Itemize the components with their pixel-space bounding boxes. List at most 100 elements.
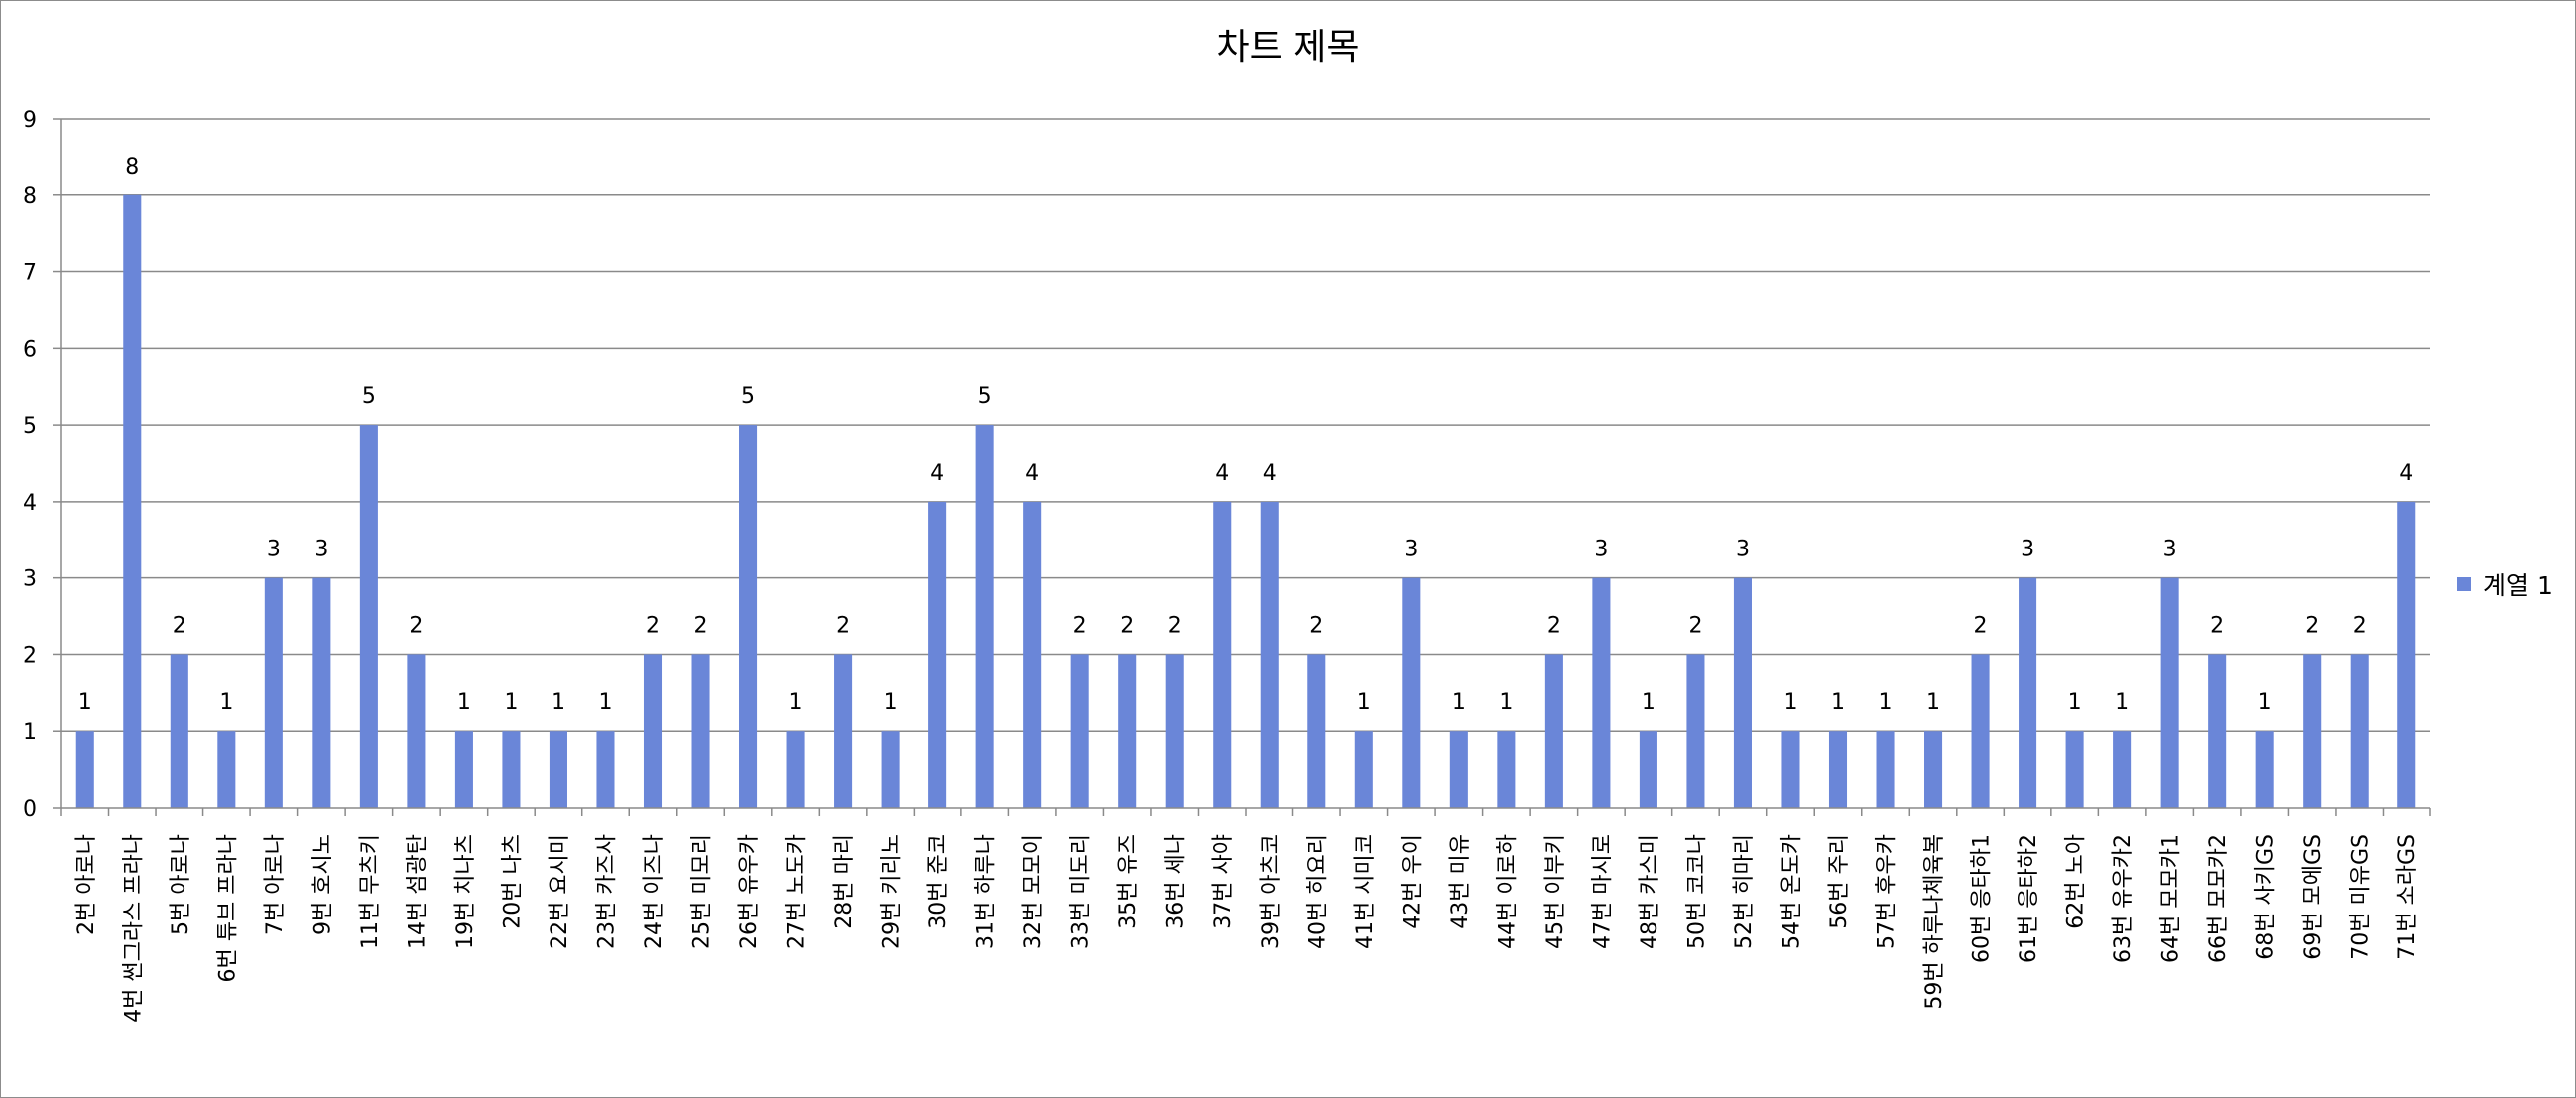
category-label: 7번 아로나 (263, 834, 288, 935)
data-label: 4 (1263, 461, 1277, 486)
category-label: 45번 이부키 (1543, 834, 1568, 949)
bar (596, 731, 615, 808)
data-label: 2 (646, 613, 660, 638)
gridlines (61, 118, 2430, 732)
bar (170, 654, 188, 808)
data-label: 3 (1736, 538, 1750, 562)
category-label: 70번 미유GS (2349, 834, 2374, 960)
data-label: 4 (2399, 461, 2413, 486)
bar (1876, 731, 1895, 808)
data-label: 1 (552, 690, 565, 715)
data-label: 2 (409, 613, 423, 638)
category-label: 44번 이로하 (1495, 834, 1520, 949)
bar (928, 501, 947, 808)
data-label: 1 (884, 690, 898, 715)
category-label: 5번 아로나 (169, 834, 193, 935)
data-label: 5 (741, 384, 755, 409)
y-tick-label: 9 (23, 108, 37, 133)
bar (1260, 501, 1279, 808)
data-label: 2 (1547, 613, 1561, 638)
category-label: 61번 응타하2 (2017, 834, 2041, 963)
category-label: 48번 카스미 (1638, 834, 1662, 949)
category-label: 69번 모에GS (2301, 834, 2326, 960)
chart-title: 차트 제목 (1216, 27, 1360, 68)
data-label: 5 (978, 384, 992, 409)
category-label: 52번 히마리 (1732, 834, 1757, 949)
category-label: 32번 모모이 (1021, 834, 1046, 949)
data-label: 1 (2068, 690, 2082, 715)
data-label: 1 (504, 690, 518, 715)
legend-label: 계열 1 (2483, 571, 2553, 600)
category-label: 56번 주리 (1827, 834, 1852, 929)
data-label: 1 (2115, 690, 2129, 715)
category-label: 25번 미모리 (690, 834, 715, 949)
bar (1971, 654, 1990, 808)
data-label: 1 (1642, 690, 1656, 715)
data-label: 1 (1831, 690, 1845, 715)
bar (2019, 577, 2037, 808)
y-tick-label: 7 (23, 261, 37, 286)
data-label: 8 (125, 155, 139, 180)
bar (786, 731, 805, 808)
data-label: 4 (1215, 461, 1229, 486)
labels: 0 1 2 3 4 5 6 7 8 9 1 2번 아로나 8 4번 썬그라스 프라나 2 5번 아로나 1 6번 … (23, 108, 2420, 1023)
y-tick-label: 4 (23, 491, 37, 516)
category-label: 66번 모모카2 (2206, 834, 2231, 963)
y-tick-label: 2 (23, 643, 37, 668)
bar (2303, 654, 2322, 808)
category-label: 28번 마리 (832, 834, 857, 929)
y-tick-label: 3 (23, 567, 37, 592)
category-label: 64번 모모카1 (2159, 834, 2184, 963)
category-label: 50번 코코나 (1684, 834, 1709, 949)
data-label: 3 (2163, 538, 2177, 562)
bar (1639, 731, 1657, 808)
bar (1449, 731, 1468, 808)
bars (75, 194, 2416, 808)
bar (217, 731, 236, 808)
y-tick-label: 8 (23, 184, 37, 209)
data-label: 3 (314, 538, 328, 562)
bar (1023, 501, 1042, 808)
category-label: 2번 아로나 (74, 834, 99, 935)
category-label: 37번 사야 (1211, 834, 1236, 929)
bar (643, 654, 663, 808)
bar (407, 654, 426, 808)
category-label: 63번 유우카2 (2111, 834, 2136, 963)
bar (359, 425, 378, 808)
data-label: 3 (1404, 538, 1418, 562)
data-label: 1 (598, 690, 612, 715)
bar (1828, 731, 1848, 808)
bar (2208, 654, 2227, 808)
bar (1733, 577, 1752, 808)
category-label: 68번 사키GS (2254, 834, 2279, 960)
data-label: 3 (267, 538, 281, 562)
data-label: 1 (1926, 690, 1940, 715)
bar (1686, 654, 1705, 808)
data-label: 2 (1309, 613, 1323, 638)
data-label: 2 (1688, 613, 1702, 638)
axes (53, 118, 2431, 816)
y-tick-label: 0 (23, 797, 37, 822)
category-label: 41번 시미코 (1353, 834, 1378, 949)
legend-swatch (2457, 577, 2471, 591)
bar (1354, 731, 1373, 808)
legend: 계열 1 (2457, 566, 2553, 602)
data-label: 2 (1168, 613, 1182, 638)
category-label: 71번 소라GS (2395, 834, 2420, 960)
bar (502, 731, 521, 808)
data-label: 2 (2353, 613, 2367, 638)
bar (1402, 577, 1421, 808)
category-label: 24번 이즈나 (642, 834, 667, 949)
bar (739, 425, 758, 808)
data-label: 2 (836, 613, 850, 638)
category-label: 54번 온도카 (1779, 834, 1804, 949)
data-label: 2 (1974, 613, 1988, 638)
category-label: 40번 히요리 (1305, 834, 1330, 949)
bar (75, 731, 94, 808)
bar (1497, 731, 1516, 808)
category-label: 29번 키리노 (880, 834, 905, 949)
data-label: 4 (1025, 461, 1039, 486)
bar (2160, 577, 2179, 808)
bar (549, 731, 567, 808)
